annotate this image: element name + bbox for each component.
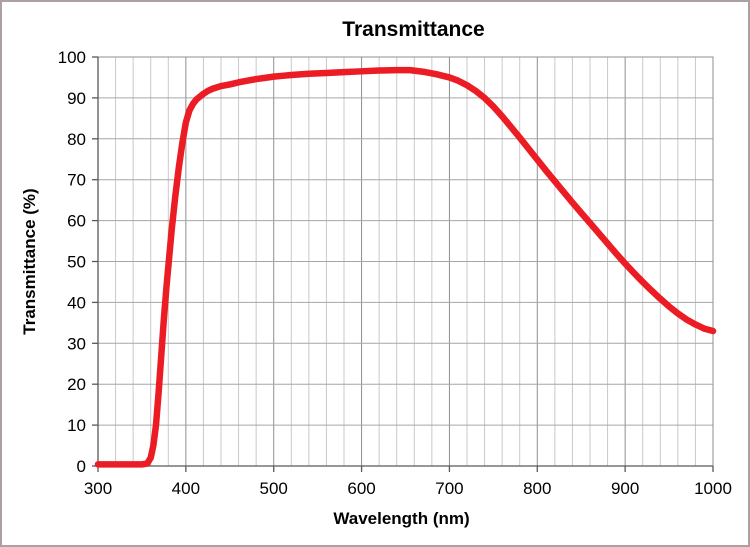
x-tick-label: 500	[260, 479, 288, 498]
chart-title: Transmittance	[342, 18, 484, 41]
y-tick-label: 20	[67, 375, 86, 394]
x-tick-label: 400	[172, 479, 200, 498]
y-tick-label: 30	[67, 334, 86, 353]
x-tick-label: 900	[611, 479, 639, 498]
y-tick-label: 50	[67, 253, 86, 272]
y-tick-label: 0	[77, 457, 86, 476]
x-tick-labels: 300 400 500 600 700 800 900 1000	[84, 479, 732, 498]
x-axis-title: Wavelength (nm)	[333, 509, 469, 528]
x-tick-label: 700	[435, 479, 463, 498]
axis-ticks	[92, 56, 714, 472]
y-tick-label: 60	[67, 212, 86, 231]
y-tick-label: 80	[67, 130, 86, 149]
y-tick-label: 10	[67, 416, 86, 435]
x-tick-label: 800	[523, 479, 551, 498]
transmittance-curve	[94, 66, 717, 468]
y-tick-label: 40	[67, 293, 86, 312]
x-tick-label: 1000	[694, 479, 732, 498]
y-tick-labels: 0 10 20 30 40 50 60 70 80 90 100	[58, 48, 86, 476]
x-tick-label: 600	[347, 479, 375, 498]
y-axis-title: Transmittance (%)	[20, 188, 39, 334]
y-tick-label: 100	[58, 48, 86, 67]
x-tick-label: 300	[84, 479, 112, 498]
y-tick-label: 90	[67, 89, 86, 108]
y-tick-label: 70	[67, 171, 86, 190]
